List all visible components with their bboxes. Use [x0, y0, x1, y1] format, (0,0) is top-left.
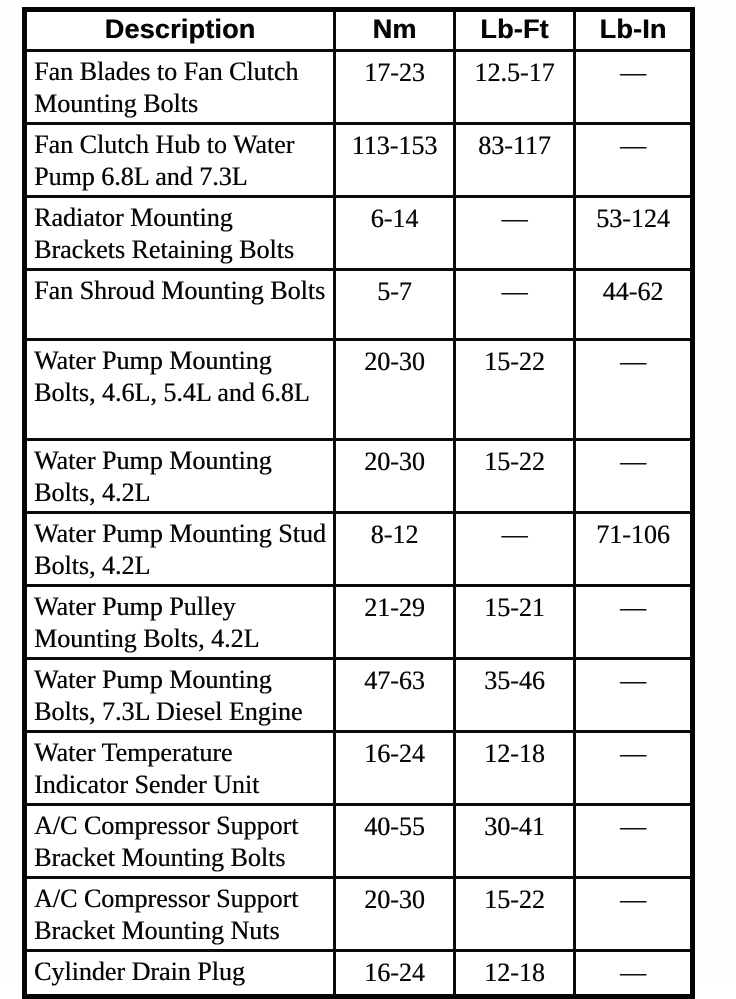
cell-description: Water Pump Mounting Bolts, 7.3L Diesel E…: [23, 657, 336, 733]
table-row: Water Pump Mounting Stud Bolts, 4.2L 8-1…: [23, 511, 694, 587]
cell-description: Water Temperature Indicator Sender Unit: [23, 730, 336, 806]
cell-lb-ft: 15-22: [453, 338, 576, 441]
cell-nm: 8-12: [333, 511, 456, 587]
table-row: Water Pump Mounting Bolts, 4.6L, 5.4L an…: [23, 338, 694, 441]
cell-nm: 16-24: [333, 730, 456, 806]
cell-nm: 6-14: [333, 195, 456, 271]
cell-nm: 20-30: [333, 438, 456, 514]
table-row: Radiator Mounting Brackets Retaining Bol…: [23, 195, 694, 271]
table-row: Water Pump Mounting Bolts, 4.2L 20-30 15…: [23, 438, 694, 514]
cell-description: Radiator Mounting Brackets Retaining Bol…: [23, 195, 336, 271]
column-header-lb-in: Lb-In: [573, 8, 694, 52]
cell-lb-ft: 30-41: [453, 803, 576, 879]
cell-lb-in: —: [573, 657, 694, 733]
table-header-row: Description Nm Lb-Ft Lb-In: [23, 8, 694, 52]
cell-description: Water Pump Pulley Mounting Bolts, 4.2L: [23, 584, 336, 660]
cell-nm: 20-30: [333, 876, 456, 952]
cell-nm: 16-24: [333, 949, 456, 998]
column-header-description: Description: [23, 8, 336, 52]
cell-lb-in: —: [573, 584, 694, 660]
cell-lb-in: —: [573, 338, 694, 441]
cell-nm: 47-63: [333, 657, 456, 733]
cell-lb-in: 53-124: [573, 195, 694, 271]
cell-description: Fan Blades to Fan Clutch Mounting Bolts: [23, 49, 336, 125]
cell-lb-in: —: [573, 122, 694, 198]
table-row: A/C Compressor Support Bracket Mounting …: [23, 803, 694, 879]
cell-lb-ft: —: [453, 195, 576, 271]
cell-description: Water Pump Mounting Bolts, 4.2L: [23, 438, 336, 514]
cell-description: Water Pump Mounting Stud Bolts, 4.2L: [23, 511, 336, 587]
cell-nm: 113-153: [333, 122, 456, 198]
cell-lb-ft: 15-22: [453, 438, 576, 514]
cell-lb-ft: 83-117: [453, 122, 576, 198]
cell-nm: 40-55: [333, 803, 456, 879]
scanned-page: Description Nm Lb-Ft Lb-In Fan Blades to…: [22, 7, 695, 999]
cell-lb-in: 71-106: [573, 511, 694, 587]
column-header-lb-ft: Lb-Ft: [453, 8, 576, 52]
cell-lb-in: —: [573, 949, 694, 998]
table-row: Fan Shroud Mounting Bolts 5-7 — 44-62: [23, 268, 694, 341]
cell-lb-ft: —: [453, 511, 576, 587]
torque-spec-table: Description Nm Lb-Ft Lb-In Fan Blades to…: [22, 7, 695, 999]
cell-description: Fan Shroud Mounting Bolts: [23, 268, 336, 341]
cell-lb-ft: 15-21: [453, 584, 576, 660]
cell-lb-in: —: [573, 876, 694, 952]
cell-description: Water Pump Mounting Bolts, 4.6L, 5.4L an…: [23, 338, 336, 441]
table-row: Fan Clutch Hub to Water Pump 6.8L and 7.…: [23, 122, 694, 198]
cell-lb-ft: 12.5-17: [453, 49, 576, 125]
table-row: Water Temperature Indicator Sender Unit …: [23, 730, 694, 806]
cell-lb-in: —: [573, 803, 694, 879]
cell-lb-in: —: [573, 49, 694, 125]
column-header-nm: Nm: [333, 8, 456, 52]
cell-description: A/C Compressor Support Bracket Mounting …: [23, 803, 336, 879]
table-row: Water Pump Mounting Bolts, 7.3L Diesel E…: [23, 657, 694, 733]
cell-nm: 20-30: [333, 338, 456, 441]
cell-nm: 21-29: [333, 584, 456, 660]
cell-lb-ft: 35-46: [453, 657, 576, 733]
table-row: Water Pump Pulley Mounting Bolts, 4.2L 2…: [23, 584, 694, 660]
cell-lb-ft: —: [453, 268, 576, 341]
cell-lb-in: 44-62: [573, 268, 694, 341]
cell-lb-ft: 15-22: [453, 876, 576, 952]
cell-lb-in: —: [573, 438, 694, 514]
cell-description: A/C Compressor Support Bracket Mounting …: [23, 876, 336, 952]
cell-description: Cylinder Drain Plug: [23, 949, 336, 998]
cell-lb-ft: 12-18: [453, 730, 576, 806]
cell-lb-in: —: [573, 730, 694, 806]
table-row: Cylinder Drain Plug 16-24 12-18 —: [23, 949, 694, 998]
cell-nm: 17-23: [333, 49, 456, 125]
table-row: A/C Compressor Support Bracket Mounting …: [23, 876, 694, 952]
table-row: Fan Blades to Fan Clutch Mounting Bolts …: [23, 49, 694, 125]
cell-lb-ft: 12-18: [453, 949, 576, 998]
cell-description: Fan Clutch Hub to Water Pump 6.8L and 7.…: [23, 122, 336, 198]
cell-nm: 5-7: [333, 268, 456, 341]
